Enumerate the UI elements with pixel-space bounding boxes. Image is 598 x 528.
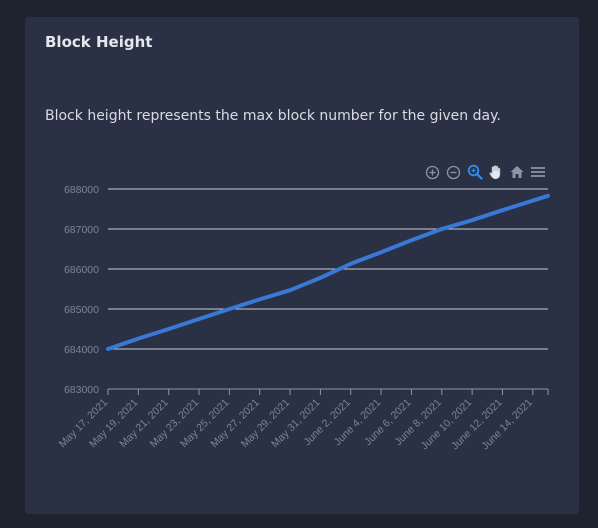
y-tick-label: 686000 [64,264,99,276]
zoom-out-icon[interactable] [445,164,462,181]
pan-icon[interactable] [487,164,504,181]
y-tick-label: 684000 [64,344,99,356]
y-tick-label: 688000 [64,184,99,196]
card-title: Block Height [45,33,153,51]
zoom-in-icon[interactable] [424,164,441,181]
card-description: Block height represents the max block nu… [45,108,501,124]
menu-icon[interactable] [529,164,546,181]
block-height-card: Block Height Block height represents the… [25,17,579,514]
series-line [106,193,550,351]
selection-zoom-icon[interactable] [466,164,483,181]
y-tick-label: 685000 [64,304,99,316]
reset-home-icon[interactable] [508,164,525,181]
chart-toolbar [424,163,546,181]
y-tick-label: 683000 [64,384,99,396]
y-tick-label: 687000 [64,224,99,236]
